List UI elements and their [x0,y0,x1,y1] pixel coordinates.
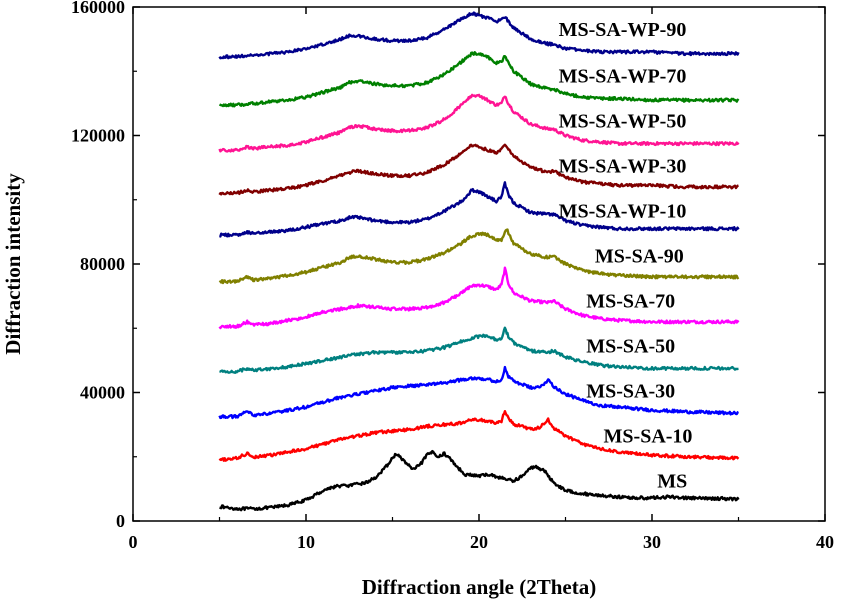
series-label: MS-SA-WP-90 [559,19,687,41]
x-tick-label: 0 [129,532,138,552]
series-label: MS-SA-30 [586,380,675,402]
x-tick-label: 20 [470,532,488,552]
series-label: MS-SA-70 [586,290,675,312]
x-tick-label: 40 [816,532,834,552]
series-label: MS-SA-90 [595,245,684,267]
series-label: MS-SA-WP-50 [559,110,687,132]
y-tick-label: 80000 [80,254,125,274]
axis-ticks: 0 10 20 30 40 0 40000 80000 120000 160000 [71,0,834,552]
series-line [218,410,740,462]
series-label: MS-SA-WP-30 [559,155,687,177]
plot-frame [132,6,826,522]
series-line [218,93,740,153]
y-axis-title: Diffraction intensity [1,173,25,355]
series-line [219,449,740,512]
x-tick-label: 10 [297,532,315,552]
y-tick-label: 40000 [80,383,125,403]
series-line [219,326,739,374]
y-tick-label: 120000 [71,126,125,146]
y-tick-label: 160000 [71,0,125,17]
x-axis-title: Diffraction angle (2Theta) [362,575,596,599]
series-line [219,181,740,238]
series-line [218,11,740,60]
series-label: MS-SA-50 [586,335,675,357]
series-label: MS-SA-WP-10 [559,200,687,222]
series-line [218,365,739,420]
x-tick-label: 30 [643,532,661,552]
series-lines [218,11,740,512]
series-line [218,266,740,330]
series-label: MS-SA-10 [604,425,693,447]
series-labels: MS MS-SA-10 MS-SA-30 MS-SA-50 MS-SA-70 MS-SA-… [559,19,693,492]
series-line [218,143,739,196]
series-line [218,228,740,285]
series-label: MS-SA-WP-70 [559,65,687,87]
series-line [218,51,740,108]
y-tick-label: 0 [116,511,125,531]
series-label: MS [657,470,687,492]
